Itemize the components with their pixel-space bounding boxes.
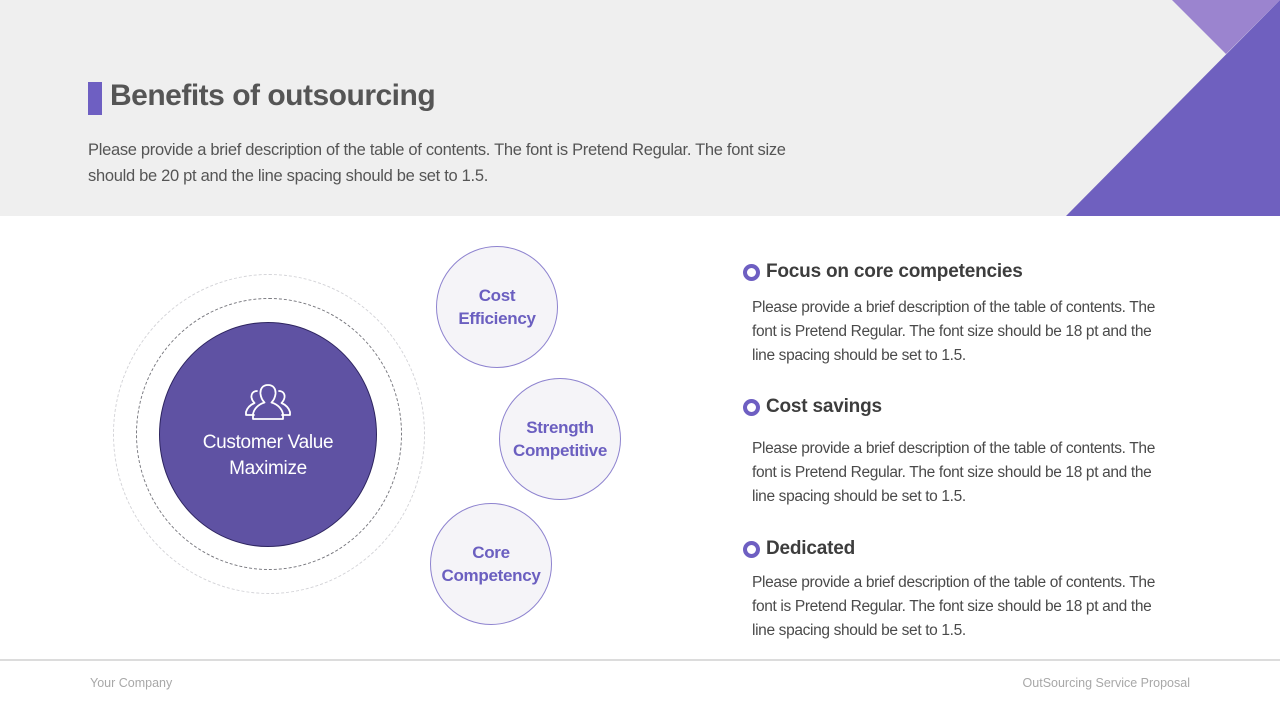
benefit-item: Dedicated Please provide a brief descrip…: [743, 538, 1173, 643]
outer-dashed-ring: [113, 274, 425, 594]
footer-divider: [0, 659, 1280, 661]
benefit-description: Please provide a brief description of th…: [752, 440, 1155, 505]
page-title: Benefits of outsourcing: [110, 79, 436, 112]
core-circle: Customer Value Maximize: [159, 322, 377, 547]
footer-document-title: OutSourcing Service Proposal: [1022, 676, 1190, 690]
satellite-core-competency: Core Competency: [430, 503, 552, 625]
core-label: Customer Value Maximize: [202, 431, 334, 479]
benefit-heading: Focus on core competencies: [743, 261, 1173, 283]
ring-bullet-icon: [743, 263, 760, 281]
benefit-heading: Dedicated: [743, 538, 1173, 560]
benefit-item: Focus on core competencies Please provid…: [743, 261, 1173, 368]
header-band: [0, 0, 1280, 216]
footer-company: Your Company: [90, 676, 173, 690]
benefit-description: Please provide a brief description of th…: [752, 574, 1155, 639]
title-accent-bar: [88, 82, 102, 115]
benefit-title: Focus on core competencies: [766, 261, 1023, 282]
inner-dashed-ring: [136, 298, 402, 570]
satellite-strength-competitive: Strength Competitive: [499, 378, 621, 500]
corner-triangle-decoration: [1066, 0, 1280, 216]
benefit-title: Cost savings: [766, 396, 882, 417]
benefit-title: Dedicated: [766, 538, 856, 559]
ring-bullet-icon: [743, 398, 760, 416]
benefit-heading: Cost savings: [743, 396, 1173, 418]
benefit-item: Cost savings Please provide a brief desc…: [743, 396, 1173, 509]
satellite-cost-efficiency: Cost Efficiency: [436, 246, 558, 368]
users-group-icon: [245, 383, 291, 420]
page-subtitle: Please provide a brief description of th…: [88, 141, 786, 185]
benefit-description: Please provide a brief description of th…: [752, 299, 1155, 364]
ring-bullet-icon: [743, 540, 760, 558]
